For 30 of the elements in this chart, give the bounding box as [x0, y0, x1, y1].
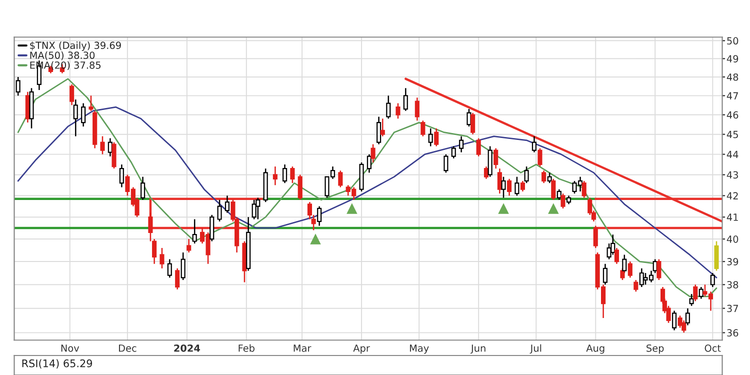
x-tick-label: Jun: [470, 344, 486, 354]
y-tick-label: 41: [726, 214, 738, 221]
y-tick-label: 44: [726, 150, 738, 158]
y-tick-label: 42: [726, 192, 738, 200]
y-tick-label: 45: [726, 130, 738, 138]
y-tick-label: 47: [726, 92, 738, 100]
x-tick-label: Jul: [530, 344, 542, 354]
y-tick-label: 43: [726, 171, 738, 179]
y-tick-label: 39: [727, 258, 738, 266]
y-tick-label: 40: [726, 236, 738, 243]
x-tick-label: Feb: [238, 344, 254, 352]
x-tick-label: Aug: [586, 344, 604, 354]
y-tick-label: 49: [726, 55, 738, 62]
legend-label: $TNX (Daily) 39.69: [30, 42, 121, 51]
y-tick-label: 48: [726, 73, 738, 81]
x-tick-label: Nov: [61, 344, 80, 352]
x-tick-label: Oct: [704, 344, 721, 352]
x-tick-label: May: [410, 344, 429, 354]
x-tick-label: Sep: [646, 344, 664, 354]
x-tick-label: Dec: [119, 344, 136, 352]
y-tick-label: 37: [727, 304, 738, 312]
text: RSI(14) 65.29: [22, 359, 92, 369]
legend-label: MA(50) 38.30: [30, 51, 95, 60]
y-tick-label: 38: [727, 281, 738, 288]
y-tick-label: 36: [727, 329, 738, 337]
y-tick-label: 46: [726, 111, 738, 119]
y-tick-label: 50: [727, 37, 738, 45]
x-tick-label: Apr: [353, 344, 370, 354]
x-tick-label: Mar: [294, 344, 312, 352]
x-tick-label: 2024: [174, 344, 200, 352]
